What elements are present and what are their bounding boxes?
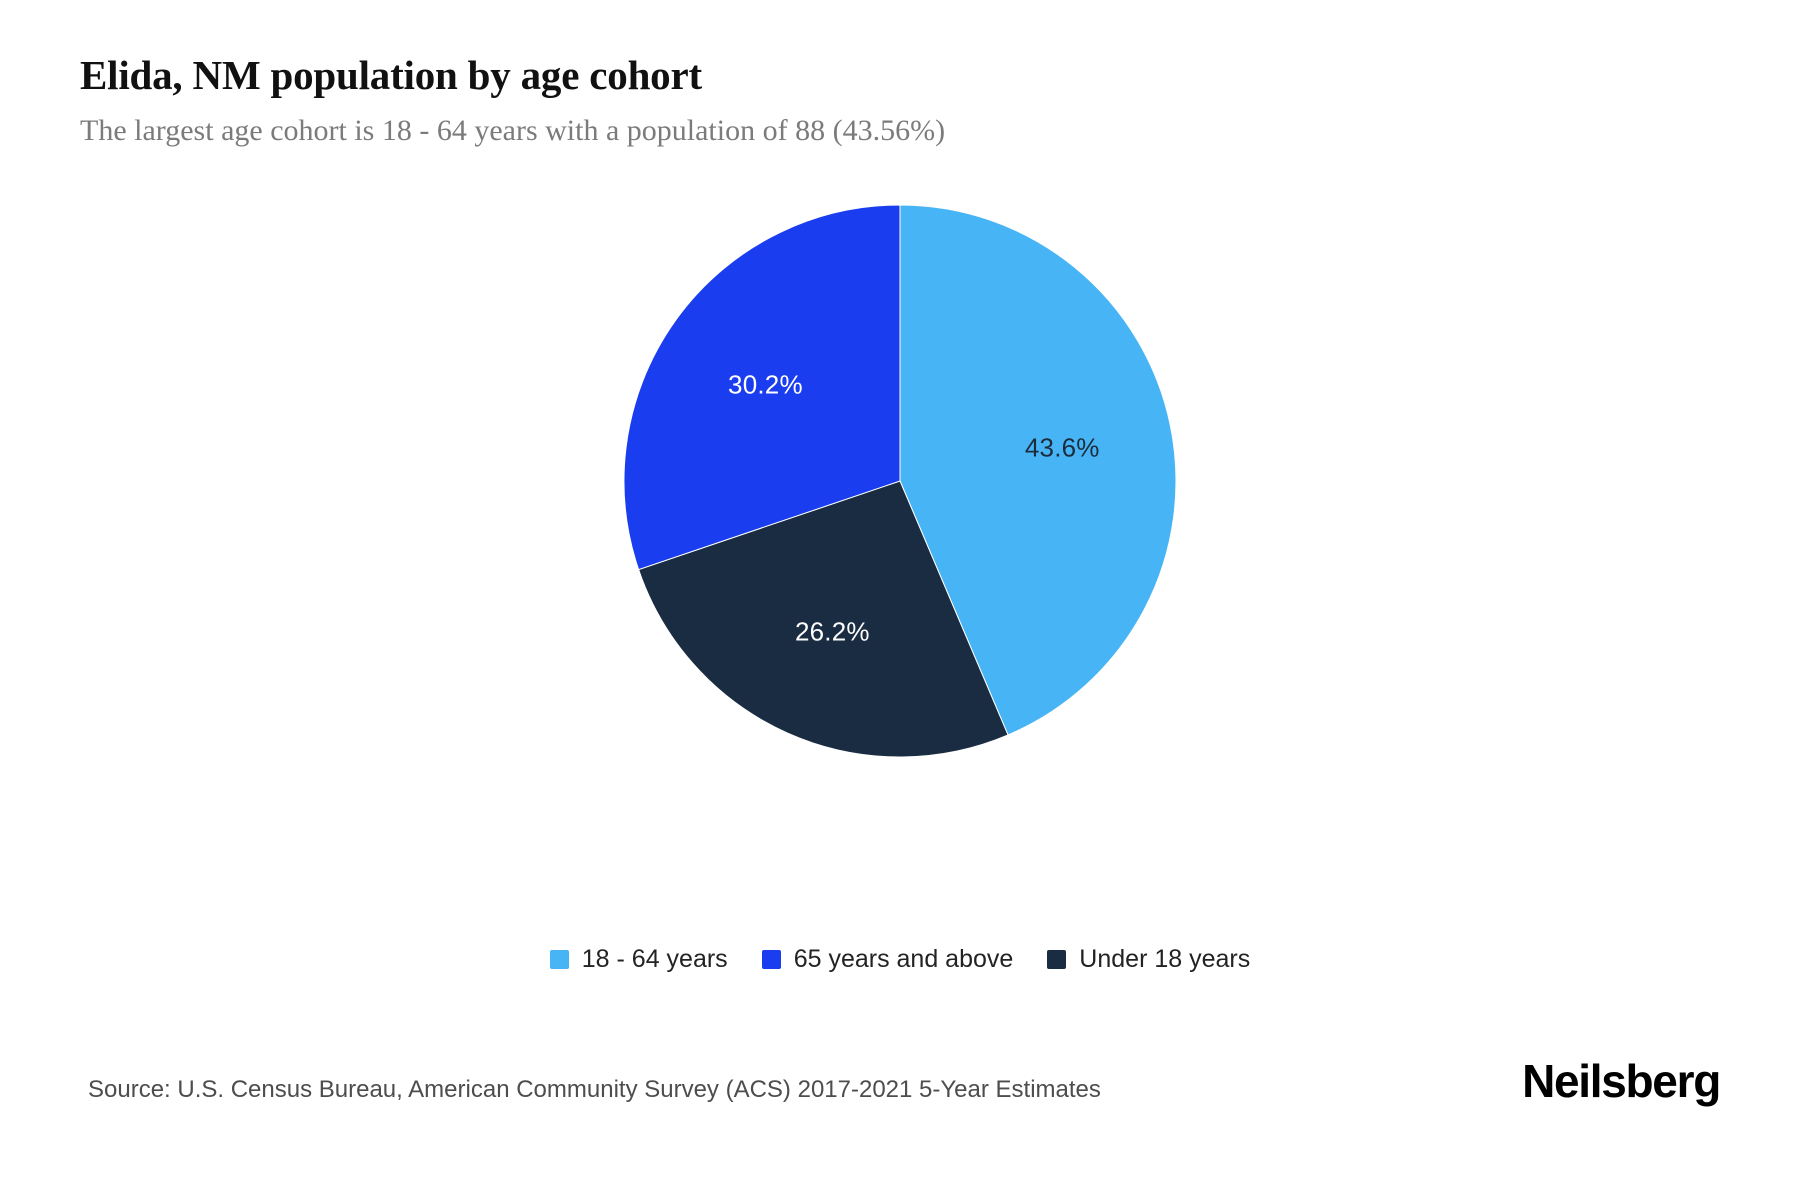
page-title: Elida, NM population by age cohort [80, 52, 702, 98]
pie-slice[interactable] [623, 204, 901, 571]
pie-slice[interactable] [899, 204, 1177, 736]
chart-subtitle: The largest age cohort is 18 - 64 years … [80, 114, 946, 148]
source-note: Source: U.S. Census Bureau, American Com… [88, 1076, 1101, 1103]
legend-item[interactable]: 65 years and above [761, 945, 1014, 974]
legend-swatch-icon [549, 950, 569, 969]
pie-svg [623, 204, 1177, 758]
pie-chart-area: 43.6% 26.2% 30.2% [0, 204, 1800, 885]
brand-logo: Neilsberg [1522, 1055, 1721, 1107]
legend-item-label: 18 - 64 years [581, 945, 728, 973]
chart-footer: Source: U.S. Census Bureau, American Com… [0, 1055, 1800, 1138]
chart-header: Elida, NM population by age cohort The l… [80, 52, 1720, 149]
legend-swatch-icon [761, 950, 781, 969]
legend-item-label: 65 years and above [793, 945, 1014, 973]
legend-item-label: Under 18 years [1079, 945, 1251, 973]
pie-chart: 43.6% 26.2% 30.2% [623, 204, 1177, 758]
chart-legend: 18 - 64 years 65 years and above Under 18 … [0, 945, 1800, 974]
pie-slice[interactable] [637, 480, 1009, 758]
legend-item[interactable]: 18 - 64 years [549, 945, 728, 974]
legend-item[interactable]: Under 18 years [1047, 945, 1250, 974]
legend-swatch-icon [1047, 950, 1067, 969]
